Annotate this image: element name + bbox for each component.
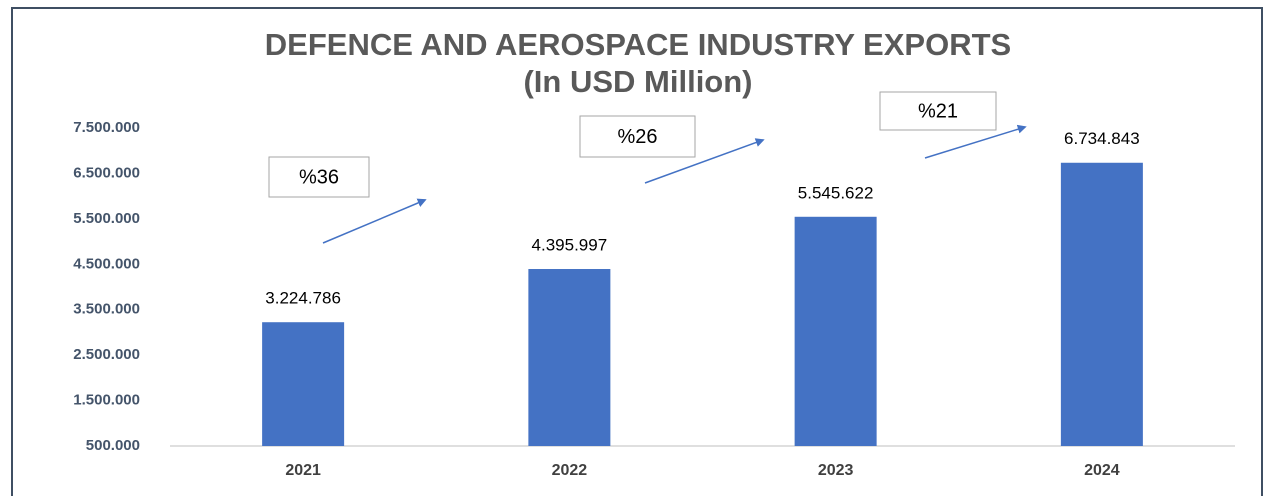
y-tick-label: 6.500.000 bbox=[73, 164, 140, 181]
bar bbox=[794, 216, 877, 446]
x-tick-label: 2024 bbox=[1084, 462, 1120, 479]
y-tick-label: 7.500.000 bbox=[73, 119, 140, 136]
annotation: %26 bbox=[617, 126, 657, 148]
frame bbox=[11, 7, 1263, 496]
value-label: 3.224.786 bbox=[265, 289, 341, 308]
x-tick-label: 2021 bbox=[285, 462, 321, 479]
y-tick-label: 1.500.000 bbox=[73, 392, 140, 409]
annotation-box bbox=[268, 156, 370, 198]
bar bbox=[528, 269, 611, 446]
x-tick-label: 2023 bbox=[818, 462, 854, 479]
y-tick-label: 4.500.000 bbox=[73, 255, 140, 272]
annotation-box bbox=[879, 91, 997, 131]
y-tick-label: 500.000 bbox=[86, 437, 140, 454]
value-label: 5.545.622 bbox=[798, 183, 874, 202]
value-label: 4.395.997 bbox=[532, 235, 608, 254]
annotation-arrow bbox=[322, 198, 427, 244]
value-label: 6.734.843 bbox=[1064, 129, 1140, 148]
y-tick-label: 5.500.000 bbox=[73, 210, 140, 227]
annotation-box bbox=[579, 115, 696, 158]
x-tick-label: 2022 bbox=[552, 462, 588, 479]
annotation: %36 bbox=[299, 166, 339, 188]
chart-subtitle: (In USD Million) bbox=[523, 64, 752, 99]
bar bbox=[1060, 162, 1143, 446]
annotation-arrow bbox=[924, 124, 1027, 159]
y-tick-label: 3.500.000 bbox=[73, 301, 140, 318]
annotation: %21 bbox=[918, 100, 958, 122]
chart-title: DEFENCE AND AEROSPACE INDUSTRY EXPORTS bbox=[265, 27, 1011, 62]
bar bbox=[262, 322, 345, 446]
annotation-arrow bbox=[644, 138, 765, 184]
y-tick-label: 2.500.000 bbox=[73, 346, 140, 363]
